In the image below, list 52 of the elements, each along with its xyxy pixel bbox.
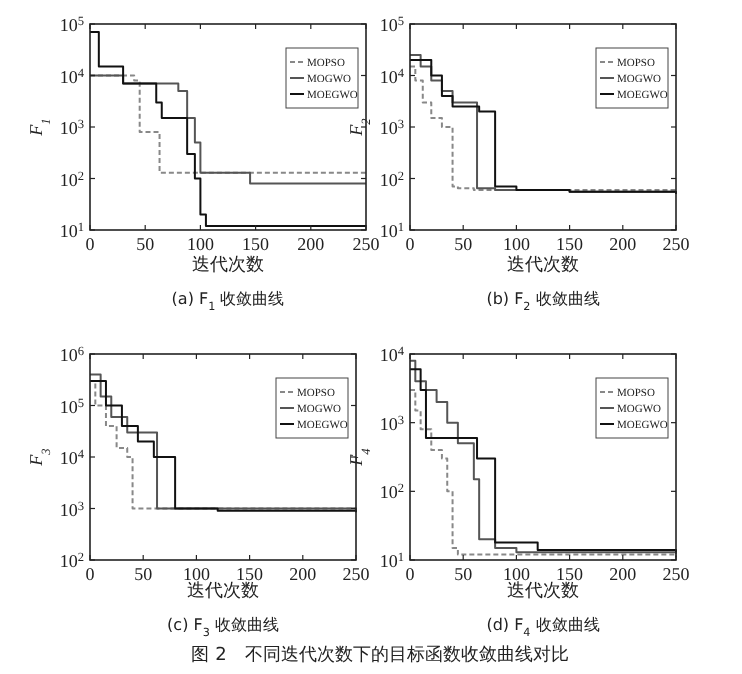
x-tick-label: 250 <box>662 234 691 254</box>
x-tick-label: 100 <box>502 234 531 254</box>
x-tick-label: 200 <box>297 234 326 254</box>
y-tick-label: 10$^{2}$ <box>379 168 404 190</box>
x-axis-title: 迭代次数 <box>507 580 579 602</box>
x-tick-label: 150 <box>556 564 585 584</box>
caption: 图 2 不同迭代次数下的目标函数收敛曲线对比 <box>191 644 569 666</box>
y-tick-label: 10$^{3}$ <box>379 117 404 138</box>
text: (a) F$_{1}$ 收敛曲线 <box>171 290 285 314</box>
y-tick-label: 10$^{1}$ <box>379 220 404 241</box>
y-tick-label: 10$^{2}$ <box>59 550 84 571</box>
x-axis-title: 迭代次数 <box>507 254 579 276</box>
x-tick-label: 0 <box>85 564 96 584</box>
x-tick-label: 150 <box>556 234 585 254</box>
x-tick-label: 150 <box>236 564 265 584</box>
text: (b) F$_{2}$ 收敛曲线 <box>486 290 600 314</box>
y-tick-label: 10$^{5}$ <box>59 14 84 35</box>
y-tick-label: 10$^{5}$ <box>59 395 84 417</box>
x-tick-label: 250 <box>342 564 371 584</box>
x-axis-title: 迭代次数 <box>187 580 259 602</box>
x-tick-label: 50 <box>136 234 156 254</box>
x-tick-label: 200 <box>609 564 638 584</box>
x-tick-label: 150 <box>242 234 271 254</box>
x-tick-label: 250 <box>352 234 381 254</box>
y-tick-label: 10$^{2}$ <box>379 481 404 503</box>
y-tick-label: 10$^{1}$ <box>379 550 404 571</box>
x-tick-label: 200 <box>289 564 318 584</box>
y-tick-label: 10$^{4}$ <box>379 65 406 87</box>
x-tick-label: 100 <box>182 564 211 584</box>
y-tick-label: 10$^{3}$ <box>379 412 404 434</box>
x-axis-title: 迭代次数 <box>192 254 264 276</box>
x-tick-label: 50 <box>134 564 154 584</box>
x-tick-label: 100 <box>502 564 531 584</box>
x-tick-label: 50 <box>454 234 474 254</box>
text: (d) F$_{4}$ 收敛曲线 <box>486 616 600 640</box>
y-tick-label: 10$^{5}$ <box>379 14 404 35</box>
x-tick-label: 100 <box>186 234 215 254</box>
x-tick-label: 0 <box>405 564 416 584</box>
y-tick-label: 10$^{6}$ <box>59 344 84 365</box>
y-tick-label: 10$^{4}$ <box>59 65 86 87</box>
text: (c) F$_{3}$ 收敛曲线 <box>167 616 279 640</box>
y-tick-label: 10$^{3}$ <box>59 117 84 138</box>
x-tick-label: 250 <box>662 564 691 584</box>
x-tick-label: 0 <box>85 234 96 254</box>
y-tick-label: 10$^{2}$ <box>59 168 84 190</box>
y-tick-label: 10$^{1}$ <box>59 220 84 241</box>
y-tick-label: 10$^{3}$ <box>59 498 84 520</box>
y-tick-label: 10$^{4}$ <box>59 447 86 468</box>
x-tick-label: 200 <box>609 234 638 254</box>
y-tick-label: 10$^{4}$ <box>379 344 406 365</box>
x-tick-label: 50 <box>454 564 474 584</box>
x-tick-label: 0 <box>405 234 416 254</box>
